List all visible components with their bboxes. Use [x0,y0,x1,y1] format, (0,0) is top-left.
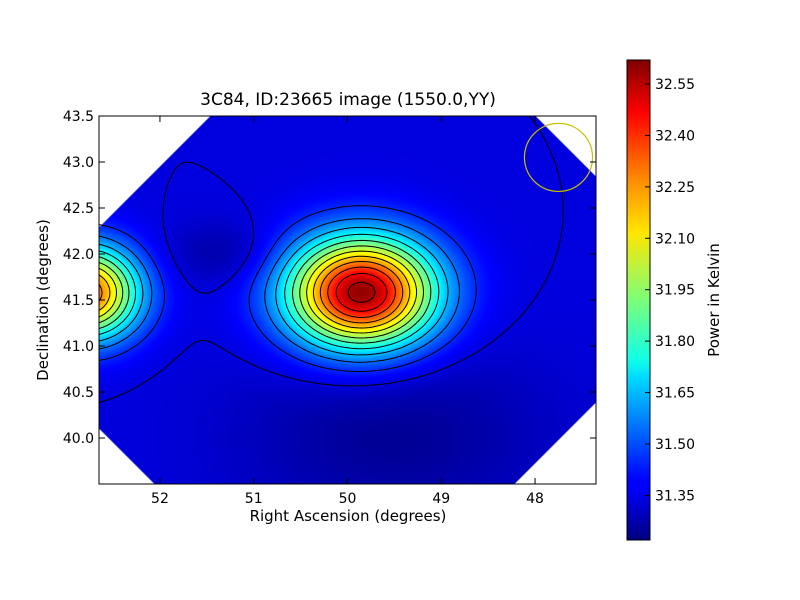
x-tick-label: 50 [339,491,357,507]
x-axis-ticks: 52 51 50 49 48 [151,116,544,507]
contour-line [99,205,477,372]
contour-line [347,281,376,303]
colorbar-tick-label: 32.40 [655,128,695,144]
contour-line [99,245,424,339]
contour-line [99,250,418,334]
y-tick-label: 42.0 [63,247,94,263]
heatmap-image [99,116,596,484]
contour-line [335,272,388,312]
colorbar: 31.35 31.50 31.65 31.80 31.95 32.10 32.25 32.40… [626,59,723,541]
beam-circle [523,122,594,193]
colorbar-tick-label: 32.55 [655,77,695,93]
y-tick-label: 42.5 [63,201,94,217]
colorbar-tick-label: 31.35 [655,488,695,504]
colorbar-frame [626,59,651,541]
colorbar-tick-label: 31.65 [655,386,695,402]
y-tick-label: 41.0 [63,339,94,355]
colorbar-tick-label: 32.10 [655,231,695,247]
x-tick-label: 51 [245,491,263,507]
contour-line [327,266,396,318]
x-tick-label: 48 [526,491,544,507]
colorbar-gradient [627,60,650,540]
y-tick-label: 41.5 [63,293,94,309]
colorbar-label: Power in Kelvin [705,243,723,357]
colorbar-tick-label: 31.80 [655,334,695,350]
y-tick-label: 40.0 [63,431,94,447]
y-tick-label: 40.5 [63,385,94,401]
contour-lines [99,116,564,404]
y-axis-ticks: 40.0 40.5 41.0 41.5 42.0 42.5 43.0 43.5 [63,109,596,447]
x-axis-label: Right Ascension (degrees) [250,507,447,525]
contour-line [99,226,449,356]
contour-line [99,233,440,350]
contour-line [99,255,411,329]
contour-line [99,218,460,363]
colorbar-tick-label: 31.95 [655,283,695,299]
contour-line [99,116,564,404]
x-tick-label: 52 [151,491,169,507]
colorbar-tick-label: 31.50 [655,437,695,453]
contour-line [99,261,404,324]
y-tick-label: 43.5 [63,109,94,125]
plot-area: 52 51 50 49 48 40.040.541.041.542.042.543.04… [63,109,597,507]
x-tick-label: 49 [432,491,450,507]
colorbar-tick-label: 32.25 [655,180,695,196]
y-axis-label: Declination (degrees) [34,219,52,381]
contour-line [99,239,432,344]
colorbar-ticks: 31.35 31.50 31.65 31.80 31.95 32.10 32.25 32.40… [645,77,695,504]
chart-title: 3C84, ID:23665 image (1550.0,YY) [200,90,496,110]
y-tick-label: 43.0 [63,155,94,171]
